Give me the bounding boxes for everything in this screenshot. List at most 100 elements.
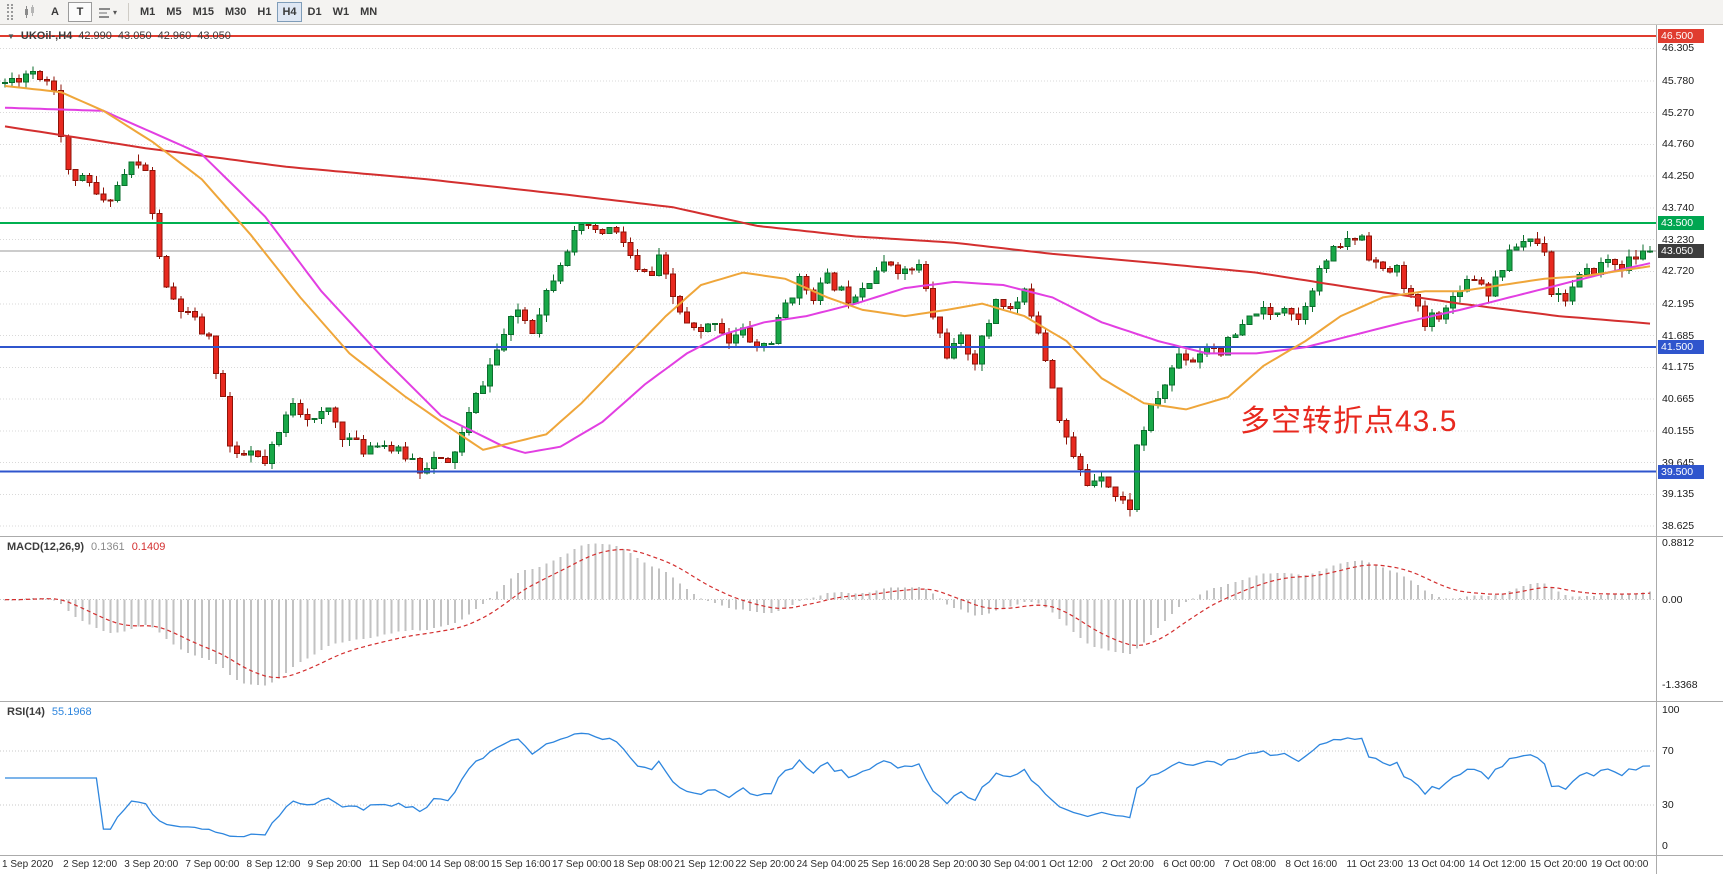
timeframe-w1-button[interactable]: W1 [328,2,355,22]
toolbar-grip-handle[interactable] [7,4,13,20]
timeframe-d1-button[interactable]: D1 [303,2,327,22]
timeframe-mn-button[interactable]: MN [355,2,382,22]
toolbar-separator [128,3,130,21]
template-glyph [99,7,110,18]
price-badge-41.500: 41.500 [1658,340,1704,355]
timeframe-m30-button[interactable]: M30 [220,2,251,22]
price-tick-label: 42.195 [1662,297,1695,310]
time-label: 11 Sep 04:00 [368,859,428,870]
time-label: 1 Oct 12:00 [1040,859,1093,870]
timeframe-m15-button[interactable]: M15 [188,2,219,22]
arrow-a-tool-button[interactable]: A [43,2,67,22]
time-label: 11 Oct 23:00 [1346,859,1404,870]
time-label: 15 Oct 20:00 [1529,859,1588,870]
macd-tick-label: 0.00 [1662,593,1683,606]
panel-separator[interactable] [0,701,1723,702]
time-label: 19 Oct 00:00 [1591,859,1649,870]
price-badge-46.500: 46.500 [1658,29,1704,44]
price-tick-label: 39.135 [1662,488,1695,501]
time-label: 14 Sep 08:00 [429,859,490,870]
time-label: 9 Sep 20:00 [307,859,362,870]
toolbar: A T ▾ M1 M5 M15 M30 H1 H4 D1 W1 MN [0,0,1723,25]
timeframe-h4-button[interactable]: H4 [277,2,302,22]
price-tick-label: 44.250 [1662,170,1695,183]
time-label: 6 Oct 00:00 [1163,859,1215,870]
text-t-tool-button[interactable]: T [68,2,92,22]
price-tick-label: 40.665 [1662,393,1695,406]
macd-main-value: 0.1361 [91,541,125,553]
macd-signal-line [4,548,1651,679]
macd-signal-value: 0.1409 [131,541,166,553]
time-label: 21 Sep 12:00 [674,859,734,870]
time-label: 17 Sep 00:00 [552,859,612,870]
low-value: 42.960 [157,30,192,42]
panel-separator [0,855,1723,856]
macd-name: MACD(12,26,9) [7,541,85,553]
price-tick-label: 43.740 [1662,201,1695,214]
triangle-marker-icon: ▼ [7,31,15,41]
main-chart-plot[interactable] [0,25,1656,537]
price-tick-label: 46.305 [1662,42,1695,55]
time-label: 8 Sep 12:00 [246,859,301,870]
price-tick-label: 38.625 [1662,520,1695,533]
time-label: 14 Oct 12:00 [1468,859,1527,870]
panel-separator[interactable] [0,536,1723,537]
slow-ma-line [4,125,1651,325]
macd-indicator-label: MACD(12,26,9) 0.1361 0.1409 [7,541,165,553]
time-label: 13 Oct 04:00 [1407,859,1465,870]
timeframe-buttons: M1 M5 M15 M30 H1 H4 D1 W1 MN [135,2,382,22]
price-badge-39.500: 39.500 [1658,464,1704,479]
time-label: 3 Sep 20:00 [124,859,179,870]
candles-chart-icon[interactable] [18,2,42,22]
rsi-tick-label: 70 [1662,744,1674,757]
price-tick-label: 41.175 [1662,361,1695,374]
time-label: 1 Sep 2020 [2,859,54,870]
timeframe-h1-button[interactable]: H1 [252,2,276,22]
timeframe-m1-button[interactable]: M1 [135,2,160,22]
macd-tick-label: -1.3368 [1662,679,1698,692]
price-tick-label: 45.780 [1662,74,1695,87]
rsi-tick-label: 100 [1662,704,1680,716]
time-label: 22 Sep 20:00 [735,859,795,870]
time-label: 24 Sep 04:00 [796,859,857,870]
candles-glyph [25,5,34,18]
close-value: 43.050 [197,30,231,42]
time-label: 2 Sep 12:00 [63,859,118,870]
macd-plot[interactable] [0,537,1656,701]
price-tick-label: 44.760 [1662,138,1695,151]
chart-template-icon[interactable]: ▾ [93,2,122,22]
time-label: 2 Oct 20:00 [1102,859,1154,870]
fast-ma-line [4,85,1651,451]
symbol-ohlc-readout: ▼ UKOil-,H4 42.990 43.050 42.960 43.050 [7,30,231,42]
time-label: 28 Sep 20:00 [918,859,979,870]
time-label: 7 Oct 08:00 [1224,859,1276,870]
price-tick-label: 45.270 [1662,106,1695,119]
price-tick-label: 42.720 [1662,265,1695,278]
time-label: 15 Sep 16:00 [490,859,551,870]
rsi-indicator-label: RSI(14) 55.1968 [7,706,92,718]
price-axis[interactable]: 46.305 45.780 45.270 44.760 44.250 43.740 43.2… [1657,0,1723,892]
time-label: 25 Sep 16:00 [857,859,918,870]
candlesticks [2,66,1654,517]
price-tick-label: 40.155 [1662,424,1695,437]
rsi-tick-label: 30 [1662,799,1674,812]
chart-annotation-text[interactable]: 多空转折点43.5 [1240,405,1458,438]
rsi-line [5,732,1651,838]
rsi-tick-label: 0 [1662,840,1668,852]
rsi-name: RSI(14) [7,706,45,718]
price-badge-43.050: 43.050 [1658,243,1704,258]
time-label: 8 Oct 16:00 [1285,859,1338,870]
price-tick-label: 41.685 [1662,329,1695,342]
macd-tick-label: 0.8812 [1662,537,1695,550]
time-label: 7 Sep 00:00 [185,859,240,870]
axis-divider [1656,25,1657,874]
time-label: 18 Sep 08:00 [613,859,673,870]
horizontal-level-lines[interactable] [0,35,1656,473]
chevron-down-icon: ▾ [113,7,118,17]
time-axis[interactable]: 1 Sep 2020 2 Sep 12:00 3 Sep 20:00 7 Sep 00… [0,857,1656,875]
time-label: 30 Sep 04:00 [979,859,1040,870]
symbol-label: UKOil-,H4 [20,30,73,42]
rsi-plot[interactable] [0,702,1656,856]
timeframe-m5-button[interactable]: M5 [161,2,186,22]
